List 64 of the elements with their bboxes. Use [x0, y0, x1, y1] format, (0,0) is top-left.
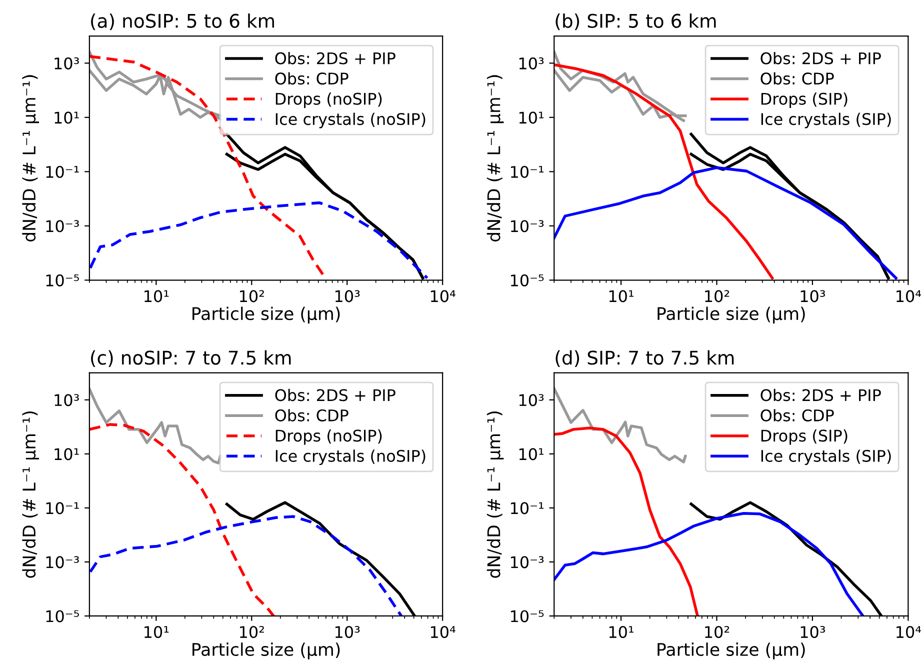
- legend-label: Drops (noSIP): [276, 92, 382, 108]
- y-axis-title: dN/dD (# L⁻¹ µm⁻¹): [486, 412, 504, 578]
- y-tick-label: 10⁻⁵: [510, 274, 544, 286]
- legend-label: Obs: 2DS + PIP: [760, 52, 881, 64]
- x-tick-label: 10⁴: [896, 290, 922, 302]
- y-tick-label: 10⁻⁵: [46, 610, 79, 622]
- y-tick-label: 10¹: [519, 448, 544, 460]
- x-axis-title: Particle size (µm): [192, 306, 340, 324]
- x-tick-label: 10²: [705, 290, 730, 302]
- y-tick-label: 10⁻¹: [46, 166, 79, 178]
- x-tick-label: 10¹: [609, 626, 634, 638]
- legend-label: Obs: CDP: [275, 409, 348, 422]
- x-tick-label: 10³: [335, 626, 360, 638]
- legend-label: Obs: 2DS + PIP: [275, 388, 396, 402]
- legend-label: Ice crystals (noSIP): [276, 450, 426, 466]
- legend-label: Drops (SIP): [761, 92, 848, 108]
- chart-title: (a) noSIP: 5 to 6 km: [91, 13, 274, 30]
- legend-label: Ice crystals (noSIP): [276, 112, 426, 128]
- y-tick-label: 10⁻³: [510, 220, 544, 232]
- legend-label: Drops (SIP): [761, 429, 848, 445]
- x-tick-label: 10²: [240, 626, 264, 638]
- x-tick-label: 10⁴: [896, 626, 922, 638]
- legend-label: Obs: CDP: [275, 72, 348, 85]
- x-tick-label: 10³: [800, 626, 826, 638]
- y-axis-title: dN/dD (# L⁻¹ µm⁻¹): [22, 75, 39, 242]
- y-tick-label: 10⁻¹: [46, 502, 79, 514]
- y-tick-label: 10⁻¹: [510, 166, 544, 178]
- chart-title: (d) SIP: 7 to 7.5 km: [556, 350, 734, 367]
- y-tick-label: 10⁻⁵: [510, 610, 544, 622]
- chart-title: (b) SIP: 5 to 6 km: [556, 13, 716, 30]
- legend-label: Obs: CDP: [760, 409, 834, 422]
- y-tick-label: 10³: [54, 394, 79, 406]
- x-axis-title: Particle size (µm): [658, 642, 805, 660]
- y-tick-label: 10⁻¹: [510, 502, 544, 514]
- y-tick-label: 10³: [519, 57, 544, 70]
- y-tick-label: 10⁻⁵: [46, 274, 79, 286]
- x-tick-label: 10¹: [144, 626, 169, 638]
- x-tick-label: 10¹: [609, 290, 634, 302]
- x-tick-label: 10²: [240, 290, 264, 302]
- chart-title: (c) noSIP: 7 to 7.5 km: [91, 350, 291, 367]
- legend-label: Drops (noSIP): [276, 429, 382, 445]
- y-tick-label: 10⁻³: [46, 220, 79, 232]
- y-tick-label: 10⁻³: [510, 556, 544, 568]
- legend-label: Obs: CDP: [760, 72, 834, 85]
- y-tick-label: 10⁻³: [46, 556, 79, 568]
- y-axis-title: dN/dD (# L⁻¹ µm⁻¹): [486, 75, 504, 242]
- x-tick-label: 10³: [335, 290, 360, 302]
- y-tick-label: 10³: [54, 57, 79, 70]
- legend-label: Obs: 2DS + PIP: [275, 52, 396, 64]
- x-tick-label: 10⁴: [430, 290, 456, 302]
- y-axis-title: dN/dD (# L⁻¹ µm⁻¹): [22, 412, 39, 578]
- y-tick-label: 10¹: [54, 448, 79, 460]
- x-tick-label: 10¹: [144, 290, 169, 302]
- y-tick-label: 10³: [519, 394, 544, 406]
- x-tick-label: 10²: [705, 626, 730, 638]
- y-tick-label: 10¹: [54, 112, 79, 124]
- legend-label: Ice crystals (SIP): [761, 450, 891, 466]
- legend-label: Obs: 2DS + PIP: [760, 388, 881, 402]
- x-axis-title: Particle size (µm): [192, 642, 340, 660]
- legend-label: Ice crystals (SIP): [761, 112, 891, 128]
- y-tick-label: 10¹: [519, 112, 544, 124]
- x-tick-label: 10³: [800, 290, 826, 302]
- x-tick-label: 10⁴: [430, 626, 456, 638]
- x-axis-title: Particle size (µm): [658, 306, 805, 324]
